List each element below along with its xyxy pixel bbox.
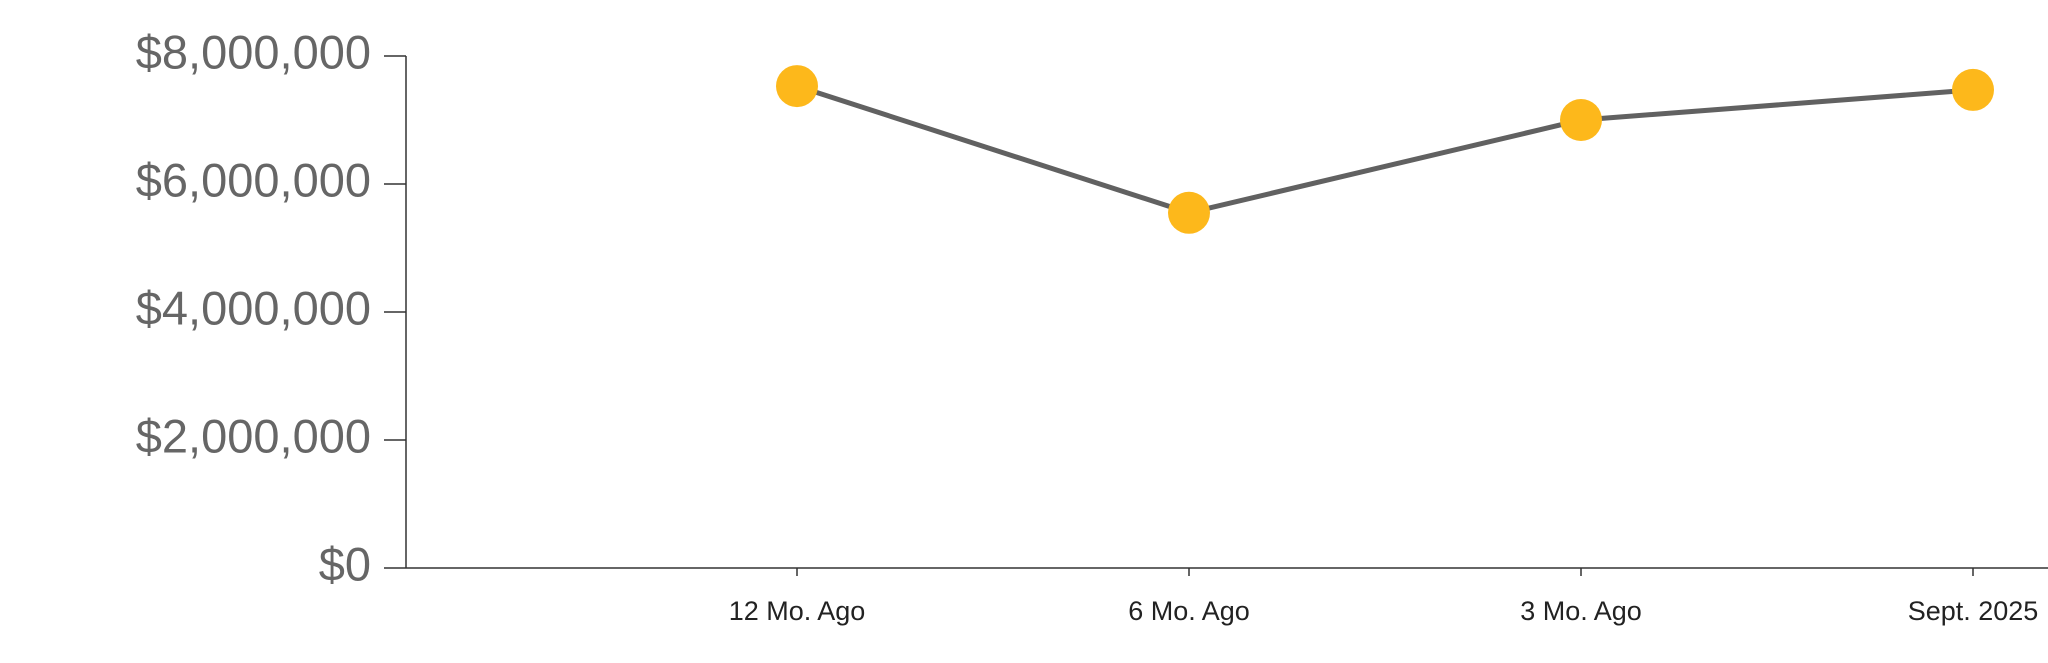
y-tick-label: $6,000,000: [136, 153, 371, 206]
y-tick-label: $2,000,000: [136, 409, 371, 462]
y-tick-label: $8,000,000: [136, 25, 371, 78]
point: [776, 65, 818, 108]
point: [1168, 191, 1210, 234]
x-tick-label: 6 Mo. Ago: [1128, 596, 1250, 626]
y-tick-label: $0: [319, 537, 371, 590]
x-tick-label: 3 Mo. Ago: [1520, 596, 1642, 626]
line: [796, 83, 1974, 216]
x-tick-label: Sept. 2025: [1908, 596, 2039, 626]
point: [1952, 68, 1994, 111]
point: [1560, 99, 1602, 141]
x-tick-label: 12 Mo. Ago: [729, 596, 866, 626]
y-tick-label: $4,000,000: [136, 281, 371, 334]
